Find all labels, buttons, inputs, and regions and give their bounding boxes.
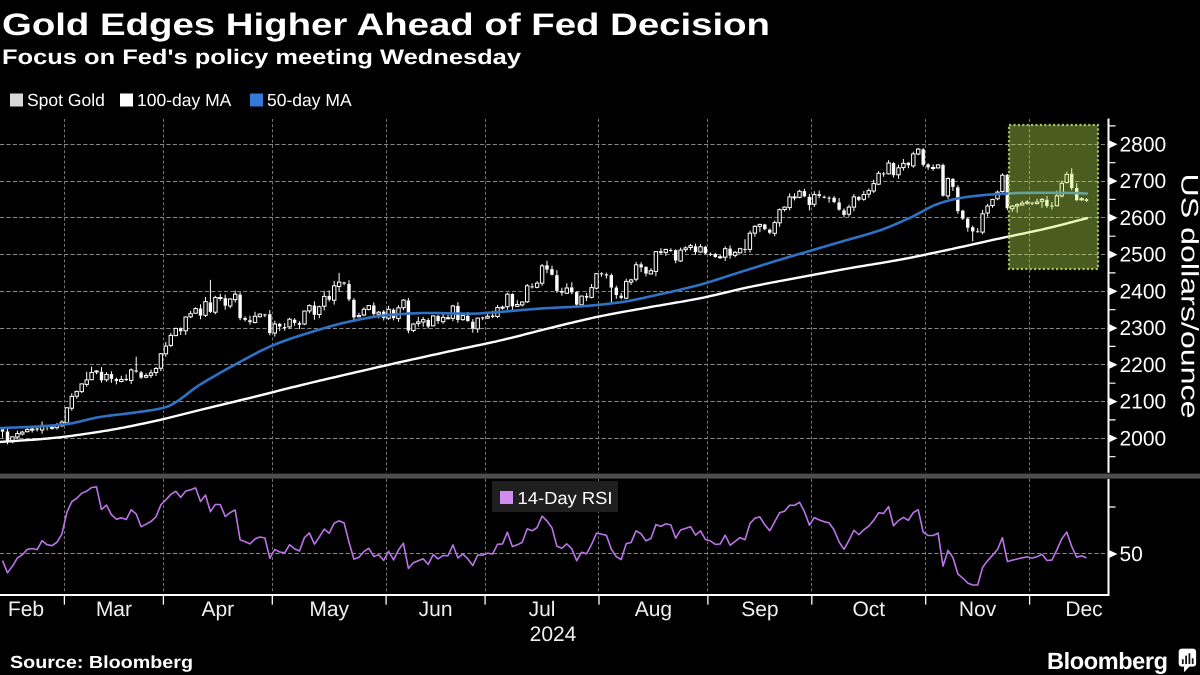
svg-text:2024: 2024 — [530, 623, 577, 646]
svg-text:50: 50 — [1120, 543, 1143, 566]
svg-text:Jun: Jun — [419, 598, 453, 621]
svg-text:Jul: Jul — [529, 598, 556, 621]
svg-text:Oct: Oct — [852, 598, 885, 621]
svg-text:14-Day RSI: 14-Day RSI — [518, 488, 613, 508]
svg-text:Sep: Sep — [741, 598, 778, 621]
svg-text:2500: 2500 — [1120, 244, 1167, 267]
svg-text:Apr: Apr — [201, 598, 234, 621]
svg-text:Bloomberg: Bloomberg — [1047, 648, 1168, 674]
svg-text:Nov: Nov — [959, 598, 997, 621]
svg-text:Aug: Aug — [635, 598, 672, 621]
svg-text:Spot Gold: Spot Gold — [27, 90, 105, 110]
svg-text:May: May — [309, 598, 349, 621]
svg-text:2700: 2700 — [1120, 170, 1167, 193]
svg-text:2800: 2800 — [1120, 133, 1167, 156]
svg-text:2200: 2200 — [1120, 354, 1167, 377]
svg-text:2000: 2000 — [1120, 427, 1167, 450]
svg-text:2100: 2100 — [1120, 391, 1167, 414]
svg-text:100-day MA: 100-day MA — [137, 90, 232, 110]
svg-text:2400: 2400 — [1120, 280, 1167, 303]
svg-text:Focus on Fed's policy meeting: Focus on Fed's policy meeting Wednesday — [2, 46, 521, 69]
svg-text:Source: Bloomberg: Source: Bloomberg — [10, 652, 193, 672]
svg-text:Feb: Feb — [8, 598, 44, 621]
svg-text:50-day MA: 50-day MA — [267, 90, 352, 110]
svg-text:US dollars/ounce: US dollars/ounce — [1176, 174, 1200, 419]
svg-text:Gold Edges Higher Ahead of Fed: Gold Edges Higher Ahead of Fed Decision — [2, 7, 770, 42]
svg-text:2300: 2300 — [1120, 317, 1167, 340]
svg-text:2600: 2600 — [1120, 207, 1167, 230]
svg-text:Mar: Mar — [96, 598, 132, 621]
svg-text:Dec: Dec — [1065, 598, 1102, 621]
